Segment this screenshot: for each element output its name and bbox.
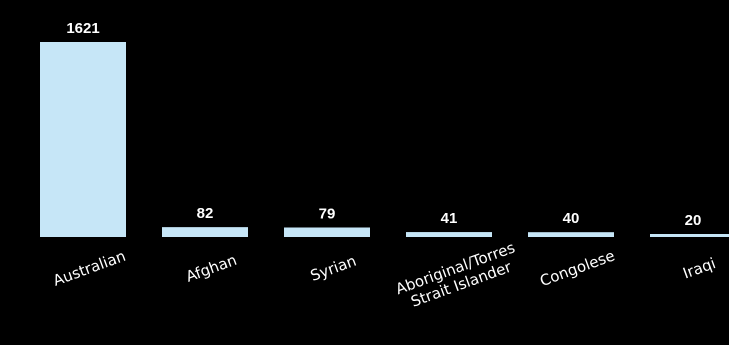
value-label-2: 79 <box>319 205 336 222</box>
category-label-2: Syrian <box>308 252 359 285</box>
category-label-line: Australian <box>51 247 128 290</box>
value-label-3: 41 <box>441 210 458 227</box>
bar-3 <box>406 232 492 237</box>
category-label-3: Aboriginal/TorresStrait Islander <box>393 238 523 314</box>
category-label-1: Afghan <box>183 251 239 286</box>
bar-4 <box>528 232 614 237</box>
bar-1 <box>162 227 248 237</box>
bar-0 <box>40 42 126 237</box>
bars-group <box>40 42 729 237</box>
bar-5 <box>650 234 729 237</box>
value-label-4: 40 <box>563 210 580 227</box>
value-label-5: 20 <box>685 212 702 229</box>
category-label-0: Australian <box>51 247 128 290</box>
bar-2 <box>284 227 370 237</box>
category-label-line: Iraqi <box>680 254 718 282</box>
value-label-0: 1621 <box>66 20 99 37</box>
category-label-4: Congolese <box>537 246 617 290</box>
category-label-5: Iraqi <box>680 254 718 282</box>
category-label-line: Syrian <box>308 252 359 285</box>
category-labels-group: Australian Afghan Syrian Aboriginal/TorresS… <box>51 238 719 314</box>
value-labels-group: 1621 82 79 41 40 20 <box>66 20 701 229</box>
category-label-line: Congolese <box>537 246 617 290</box>
value-label-1: 82 <box>197 205 214 222</box>
category-label-line: Afghan <box>183 251 239 286</box>
